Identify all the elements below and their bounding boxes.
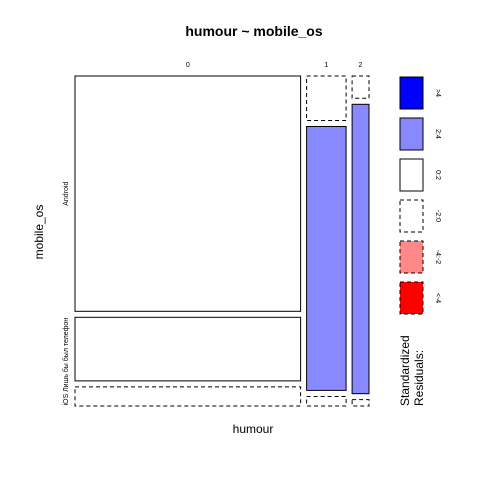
cell-ios-col1 (306, 126, 347, 391)
legend-label-2: 0:2 (434, 170, 441, 180)
legend-label-0: >4 (434, 89, 441, 97)
column-tick-labels: 0 1 2 (186, 62, 363, 69)
column-tick-2: 2 (359, 62, 363, 69)
legend-swatch-4 (399, 240, 424, 274)
legend-label-3: -2:0 (434, 210, 441, 222)
legend-title-line1: Standardized (398, 335, 412, 406)
mosaic-cells (74, 75, 370, 407)
y-axis-label: mobile_os (32, 205, 46, 260)
cell-ios-col2 (351, 103, 370, 395)
cell-android-col1 (306, 75, 347, 121)
legend-label-1: 2:4 (434, 129, 441, 139)
legend-label-4: -4:-2 (434, 250, 441, 265)
legend-swatch-0 (399, 76, 424, 110)
column-tick-0: 0 (186, 62, 190, 69)
cell-android-col2 (351, 75, 370, 99)
legend-title-line2: Residuals: (412, 350, 426, 406)
row-tick-1: iOS Лишь бы был телефон (62, 318, 70, 406)
legend-swatch-5 (399, 281, 424, 315)
legend-swatch-2 (399, 158, 424, 192)
cell-ios-col0 (74, 316, 302, 382)
cell-other-col2 (351, 399, 370, 407)
x-axis-label: humour (233, 422, 274, 436)
legend-swatch-1 (399, 117, 424, 151)
legend-label-5: <-4 (434, 293, 441, 303)
column-tick-1: 1 (324, 62, 328, 69)
row-tick-labels: Android iOS Лишь бы был телефон (62, 182, 70, 406)
cell-other-col1 (306, 396, 347, 407)
legend-swatch-3 (399, 199, 424, 233)
chart-title: humour ~ mobile_os (185, 23, 323, 39)
residual-legend: >4 2:4 0:2 -2:0 -4:-2 <-4 (399, 76, 441, 315)
row-tick-0: Android (63, 182, 70, 206)
cell-other-col0 (74, 386, 302, 407)
cell-android-col0 (74, 75, 302, 312)
